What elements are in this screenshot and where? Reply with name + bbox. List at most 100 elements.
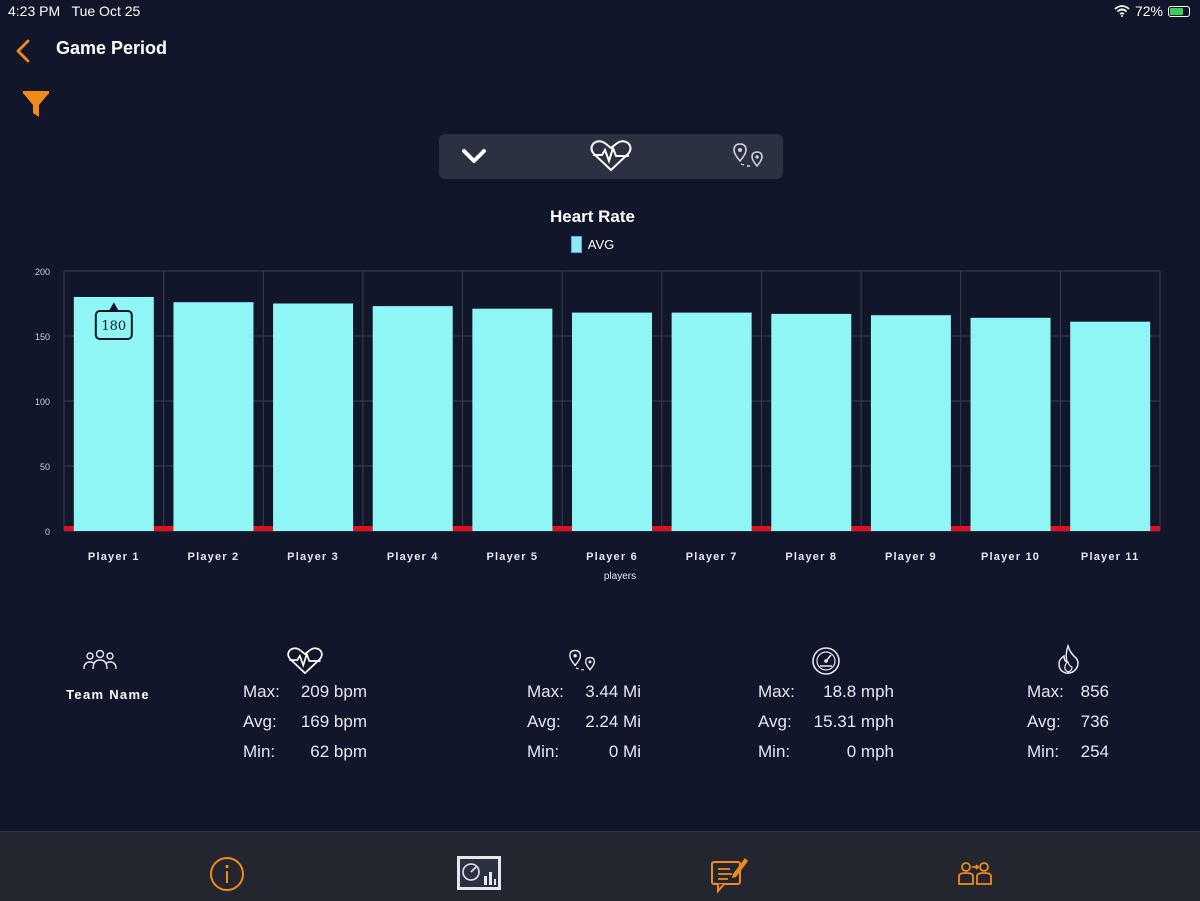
bar-8	[771, 313, 852, 531]
x-tick-label: Player 7	[686, 551, 738, 563]
x-tick-label: Player 11	[1081, 551, 1140, 563]
y-tick-label: 0	[45, 527, 50, 537]
stat-label: Min:	[1027, 742, 1060, 761]
heart-rate-avg-row: Avg: 169 bpm	[243, 712, 367, 734]
status-time: 4:23 PM Tue Oct 25	[8, 3, 140, 19]
distance-stat-icon	[569, 649, 596, 671]
heart-rate-min-row: Min: 62 bpm	[243, 742, 367, 764]
speed-stats: Max: 18.8 mph Avg: 15.31 mph Min: 0 mph	[758, 682, 894, 762]
bar-5	[472, 308, 553, 531]
notes-icon[interactable]	[710, 854, 750, 894]
bar-4	[372, 306, 453, 531]
stat-label: Avg:	[243, 712, 277, 731]
bar-10	[970, 317, 1051, 531]
distance-stats: Max: 3.44 Mi Avg: 2.24 Mi Min: 0 Mi	[527, 682, 641, 762]
stat-label: Min:	[527, 742, 560, 761]
tab-bar	[0, 831, 1200, 901]
heart-rate-min: 62 bpm	[310, 742, 367, 761]
stat-label: Avg:	[527, 712, 561, 731]
flame-icon	[1058, 644, 1079, 674]
bar-11	[1070, 321, 1151, 531]
speed-avg: 15.31 mph	[813, 712, 894, 731]
speed-max: 18.8 mph	[823, 682, 894, 701]
stat-label: Max:	[527, 682, 564, 701]
heart-rate-avg: 169 bpm	[300, 712, 367, 731]
legend-label: AVG	[587, 237, 615, 252]
calories-avg: 736	[1080, 712, 1109, 731]
status-clock: 4:23 PM	[8, 3, 61, 19]
bar-2	[173, 302, 254, 531]
calories-min-row: Min: 254	[1027, 742, 1109, 764]
x-tick-label: Player 10	[981, 551, 1040, 563]
calories-max: 856	[1080, 682, 1109, 701]
distance-max: 3.44 Mi	[585, 682, 641, 701]
tooltip-value: 180	[101, 319, 126, 334]
x-tick-label: Player 2	[188, 551, 240, 563]
distance-min-row: Min: 0 Mi	[527, 742, 641, 764]
x-tick-label: Player 3	[287, 551, 339, 563]
x-tick-label: Player 6	[586, 551, 638, 563]
stat-label: Avg:	[1027, 712, 1061, 731]
x-axis-title: players	[604, 571, 636, 582]
x-tick-label: Player 4	[387, 551, 439, 563]
distance-pin-icon[interactable]	[731, 140, 767, 172]
heart-rate-max-row: Max: 209 bpm	[243, 682, 367, 704]
battery-percent: 72%	[1134, 3, 1163, 19]
tooltip-pointer	[109, 302, 119, 312]
bar-9	[870, 315, 951, 531]
chevron-down-icon[interactable]	[456, 140, 492, 172]
heart-rate-max: 209 bpm	[300, 682, 367, 701]
distance-avg-row: Avg: 2.24 Mi	[527, 712, 641, 734]
dashboard-icon[interactable]	[456, 854, 502, 892]
battery-icon	[1168, 5, 1190, 17]
x-tick-label: Player 9	[885, 551, 937, 563]
bar-3	[273, 303, 354, 531]
bar-6	[572, 312, 652, 531]
stat-label: Avg:	[758, 712, 792, 731]
stat-label: Min:	[243, 742, 276, 761]
heart-rate-stats: Max: 209 bpm Avg: 169 bpm Min: 62 bpm	[243, 682, 367, 762]
calories-max-row: Max: 856	[1027, 682, 1109, 704]
y-tick-label: 100	[35, 397, 50, 407]
stat-label: Max:	[758, 682, 795, 701]
calories-min: 254	[1080, 742, 1109, 761]
players-icon[interactable]	[955, 854, 995, 894]
calories-stats: Max: 856 Avg: 736 Min: 254	[1027, 682, 1109, 762]
team-icon	[83, 649, 117, 670]
x-tick-label: Player 8	[785, 551, 837, 563]
stat-label: Max:	[243, 682, 280, 701]
y-tick-label: 50	[40, 462, 50, 472]
calories-avg-row: Avg: 736	[1027, 712, 1109, 734]
speed-avg-row: Avg: 15.31 mph	[758, 712, 894, 734]
chart-title: Heart Rate	[549, 207, 636, 226]
heart-rate-stat-icon	[287, 647, 323, 675]
distance-min: 0 Mi	[608, 742, 641, 761]
team-name: Team Name	[66, 687, 150, 702]
heart-rate-bar-chart: 0 50 100 150 200 Player 1 Player 2 Player 3 Play…	[35, 267, 1161, 582]
bar-7	[671, 312, 752, 531]
status-date: Tue Oct 25	[71, 3, 141, 19]
info-icon[interactable]	[207, 854, 247, 894]
speed-min: 0 mph	[846, 742, 894, 761]
y-tick-label: 150	[35, 332, 50, 342]
metric-selector	[439, 134, 783, 179]
x-tick-label: Player 5	[486, 551, 538, 563]
filter-icon[interactable]	[22, 90, 50, 120]
status-indicators: 72%	[1114, 3, 1190, 19]
speed-max-row: Max: 18.8 mph	[758, 682, 894, 704]
tooltip-box	[94, 310, 133, 340]
page-title: Game Period	[56, 38, 168, 58]
wifi-icon	[1114, 5, 1130, 17]
distance-max-row: Max: 3.44 Mi	[527, 682, 641, 704]
y-tick-label: 200	[35, 267, 50, 277]
speedometer-icon	[812, 647, 840, 675]
speed-min-row: Min: 0 mph	[758, 742, 894, 764]
stat-label: Max:	[1027, 682, 1064, 701]
x-tick-label: Player 1	[88, 551, 140, 563]
heart-rate-icon[interactable]	[589, 140, 633, 172]
legend-swatch	[570, 236, 582, 253]
chevron-left-icon[interactable]	[12, 37, 36, 65]
chart-legend: AVG	[0, 236, 1185, 253]
distance-avg: 2.24 Mi	[585, 712, 641, 731]
stat-label: Min:	[758, 742, 791, 761]
